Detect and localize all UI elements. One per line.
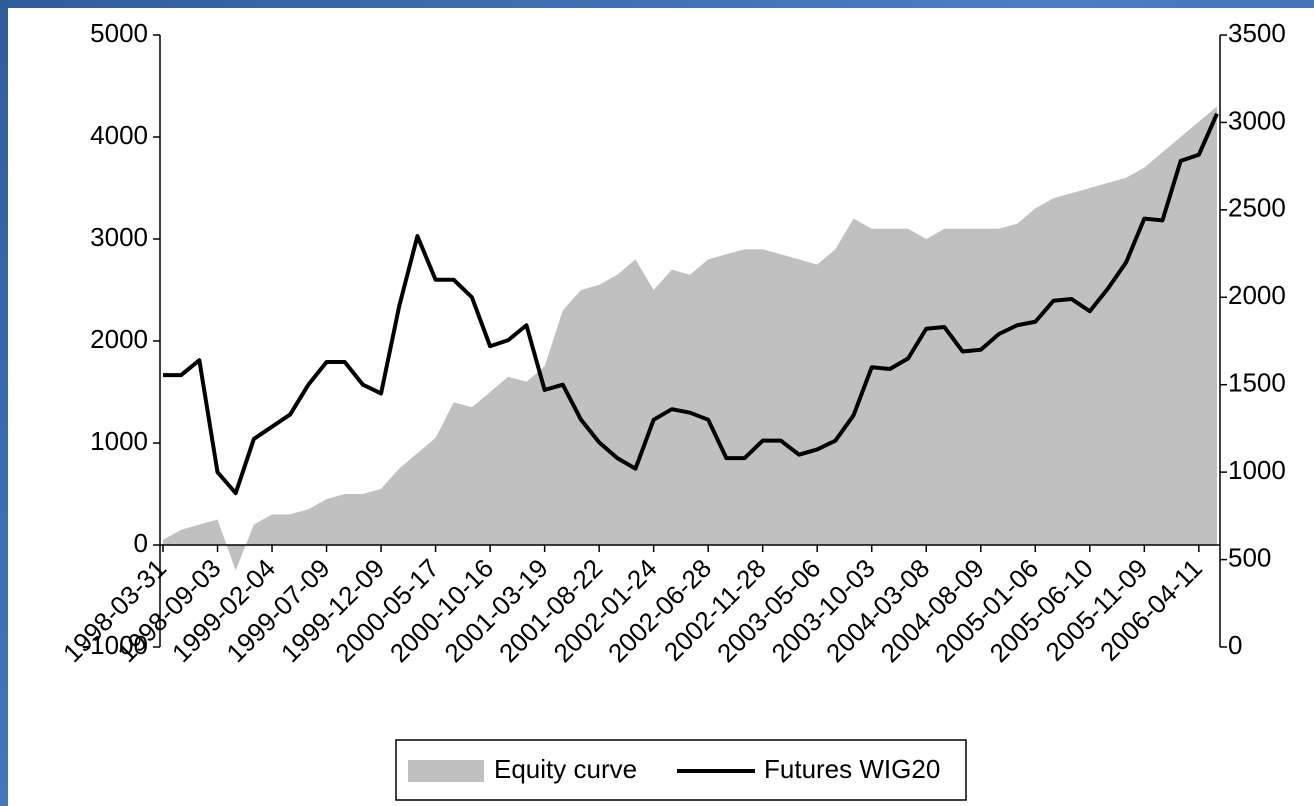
y2-tick-label: 1000	[1228, 455, 1286, 485]
equity-area	[163, 106, 1217, 571]
y-tick-label: 4000	[90, 120, 148, 150]
legend-swatch	[408, 760, 484, 782]
legend-label: Equity curve	[494, 754, 637, 784]
y2-tick-label: 0	[1228, 630, 1242, 660]
y2-tick-label: 3000	[1228, 105, 1286, 135]
y-tick-label: 5000	[90, 18, 148, 48]
y-tick-label: 0	[134, 528, 148, 558]
y-tick-label: 1000	[90, 426, 148, 456]
legend-label: Futures WIG20	[764, 754, 940, 784]
y-tick-label: -1000	[82, 630, 149, 660]
futures-line	[163, 112, 1219, 496]
y2-tick-label: 1500	[1228, 368, 1286, 398]
y2-tick-label: 500	[1228, 542, 1271, 572]
y2-tick-label: 2500	[1228, 193, 1286, 223]
y-tick-label: 2000	[90, 324, 148, 354]
y2-tick-label: 2000	[1228, 280, 1286, 310]
y-tick-label: 3000	[90, 222, 148, 252]
y2-tick-label: 3500	[1228, 18, 1286, 48]
